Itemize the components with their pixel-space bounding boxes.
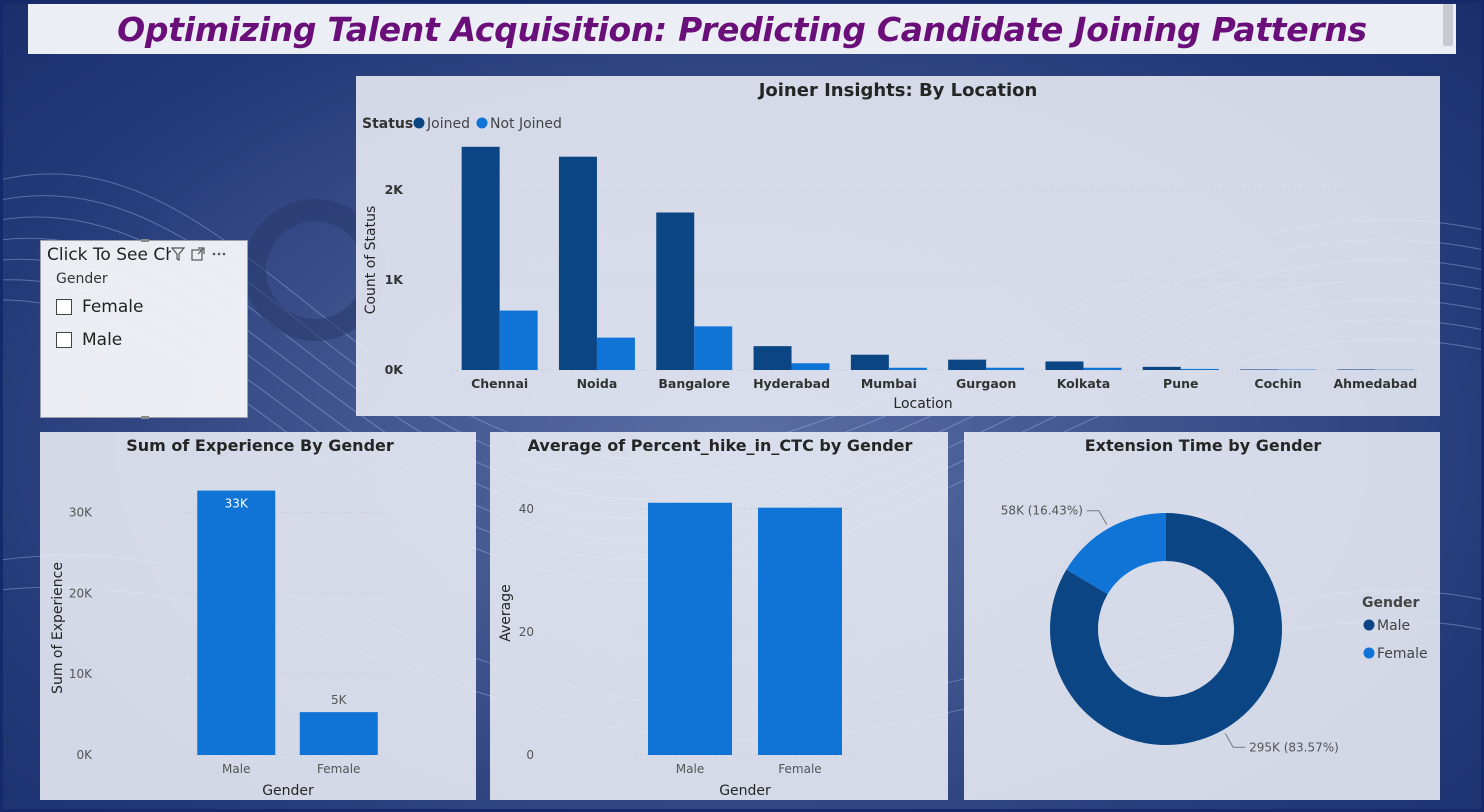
extension-chart-panel[interactable]: Extension Time by Gender 295K (83.57%) 58… xyxy=(964,432,1440,800)
x-tick-label: Noida xyxy=(577,376,618,391)
gender-slicer[interactable]: Click To See Charts Gender Female Male xyxy=(40,239,248,419)
y-tick-label: 30K xyxy=(69,505,93,519)
x-axis-label: Location xyxy=(893,396,952,412)
legend-title: Gender xyxy=(1362,595,1419,611)
bar-not-joined xyxy=(1083,367,1122,370)
bar-joined xyxy=(1337,369,1376,370)
legend-label-female[interactable]: Female xyxy=(1377,646,1428,662)
chart-title: Average of Percent_hike_in_CTC by Gender xyxy=(528,436,913,455)
report-title-bar: Optimizing Talent Acquisition: Predictin… xyxy=(28,4,1456,54)
y-tick-label: 2K xyxy=(385,182,405,197)
x-tick-label: Pune xyxy=(1163,376,1198,391)
bar-female xyxy=(299,712,378,755)
slice-male xyxy=(1050,513,1282,745)
chart-title: Extension Time by Gender xyxy=(1085,436,1322,455)
resize-handle[interactable] xyxy=(141,416,149,419)
slicer-option-male[interactable]: Male xyxy=(56,330,122,350)
report-title: Optimizing Talent Acquisition: Predictin… xyxy=(117,9,1367,49)
bar-joined xyxy=(1240,369,1279,370)
extension-chart: Extension Time by Gender 295K (83.57%) 58… xyxy=(1001,436,1428,754)
bar-joined xyxy=(461,146,500,370)
x-tick-label: Kolkata xyxy=(1057,376,1111,391)
bar-not-joined xyxy=(888,367,927,370)
chart-title: Sum of Experience By Gender xyxy=(126,436,394,455)
legend-marker-male xyxy=(1363,619,1375,631)
chart-title: Joiner Insights: By Location xyxy=(757,80,1038,101)
scrollbar[interactable] xyxy=(1443,4,1453,46)
x-tick-label: Gurgaon xyxy=(956,376,1016,391)
x-tick-label: Bangalore xyxy=(658,376,730,391)
y-tick-label: 0K xyxy=(385,362,405,377)
bar-not-joined xyxy=(791,363,830,370)
bar-not-joined xyxy=(499,310,538,370)
y-axis-label: Average xyxy=(498,584,514,642)
y-tick-label: 1K xyxy=(385,272,405,287)
slicer-header: Click To See Charts xyxy=(47,245,171,265)
experience-chart: Sum of Experience By Gender Sum of Exper… xyxy=(50,436,394,799)
x-tick-label: Male xyxy=(222,762,250,776)
x-axis-label: Gender xyxy=(262,783,314,799)
y-tick-label: 20 xyxy=(519,625,534,639)
hike-chart-panel[interactable]: Average of Percent_hike_in_CTC by Gender… xyxy=(490,432,948,800)
bar-male xyxy=(648,502,732,755)
legend-label-not-joined[interactable]: Not Joined xyxy=(490,116,562,132)
legend-label-joined[interactable]: Joined xyxy=(426,116,470,132)
slice-female xyxy=(1066,513,1166,595)
data-label: 58K (16.43%) xyxy=(1001,504,1083,518)
leader-line xyxy=(1086,510,1108,525)
bar-not-joined xyxy=(694,326,733,370)
y-tick-label: 40 xyxy=(519,502,534,516)
resize-handle[interactable] xyxy=(141,239,149,242)
checkbox-male[interactable] xyxy=(56,332,72,348)
more-options-icon[interactable] xyxy=(211,247,227,265)
x-tick-label: Ahmedabad xyxy=(1333,376,1417,391)
x-tick-label: Cochin xyxy=(1254,376,1301,391)
slicer-option-label: Female xyxy=(82,297,144,317)
x-tick-label: Female xyxy=(317,762,360,776)
y-tick-label: 10K xyxy=(69,667,93,681)
y-axis-label: Count of Status xyxy=(363,206,379,315)
location-chart: Joiner Insights: By Location Status Join… xyxy=(362,80,1424,412)
bar-male xyxy=(197,490,276,755)
x-axis-label: Gender xyxy=(719,783,771,799)
bar-joined xyxy=(1045,361,1084,370)
experience-chart-panel[interactable]: Sum of Experience By Gender Sum of Exper… xyxy=(40,432,476,800)
focus-mode-icon[interactable] xyxy=(191,247,205,265)
bar-joined xyxy=(1142,366,1181,370)
y-tick-label: 0K xyxy=(76,748,93,762)
x-tick-label: Male xyxy=(676,762,704,776)
slicer-option-label: Male xyxy=(82,330,123,350)
bar-not-joined xyxy=(986,367,1025,370)
data-label: 33K xyxy=(225,497,249,511)
checkbox-female[interactable] xyxy=(56,299,72,315)
bar-joined xyxy=(948,359,987,370)
legend-marker-not-joined xyxy=(476,117,488,129)
bar-not-joined xyxy=(1180,368,1219,370)
slicer-option-female[interactable]: Female xyxy=(56,297,143,317)
bar-not-joined xyxy=(596,337,635,370)
bar-female xyxy=(758,507,842,755)
legend-label-male[interactable]: Male xyxy=(1377,618,1410,634)
x-tick-label: Mumbai xyxy=(861,376,917,391)
y-tick-label: 20K xyxy=(69,586,93,600)
bar-joined xyxy=(656,212,695,370)
bar-joined xyxy=(753,346,792,370)
x-tick-label: Chennai xyxy=(471,376,528,391)
y-tick-label: 0 xyxy=(526,748,534,762)
bar-joined xyxy=(850,354,889,370)
x-tick-label: Female xyxy=(778,762,821,776)
filter-icon[interactable] xyxy=(170,247,186,265)
y-axis-label: Sum of Experience xyxy=(50,562,66,694)
legend-marker-joined xyxy=(413,117,425,129)
data-label: 295K (83.57%) xyxy=(1249,740,1339,754)
data-label: 5K xyxy=(331,693,348,707)
location-chart-panel[interactable]: Joiner Insights: By Location Status Join… xyxy=(356,76,1440,416)
slicer-field-label: Gender xyxy=(56,271,108,287)
leader-line xyxy=(1224,733,1246,748)
legend-marker-female xyxy=(1363,647,1375,659)
hike-chart: Average of Percent_hike_in_CTC by Gender… xyxy=(498,436,913,799)
x-tick-label: Hyderabad xyxy=(753,376,830,391)
legend-title: Status xyxy=(362,116,413,132)
bar-joined xyxy=(558,156,597,370)
